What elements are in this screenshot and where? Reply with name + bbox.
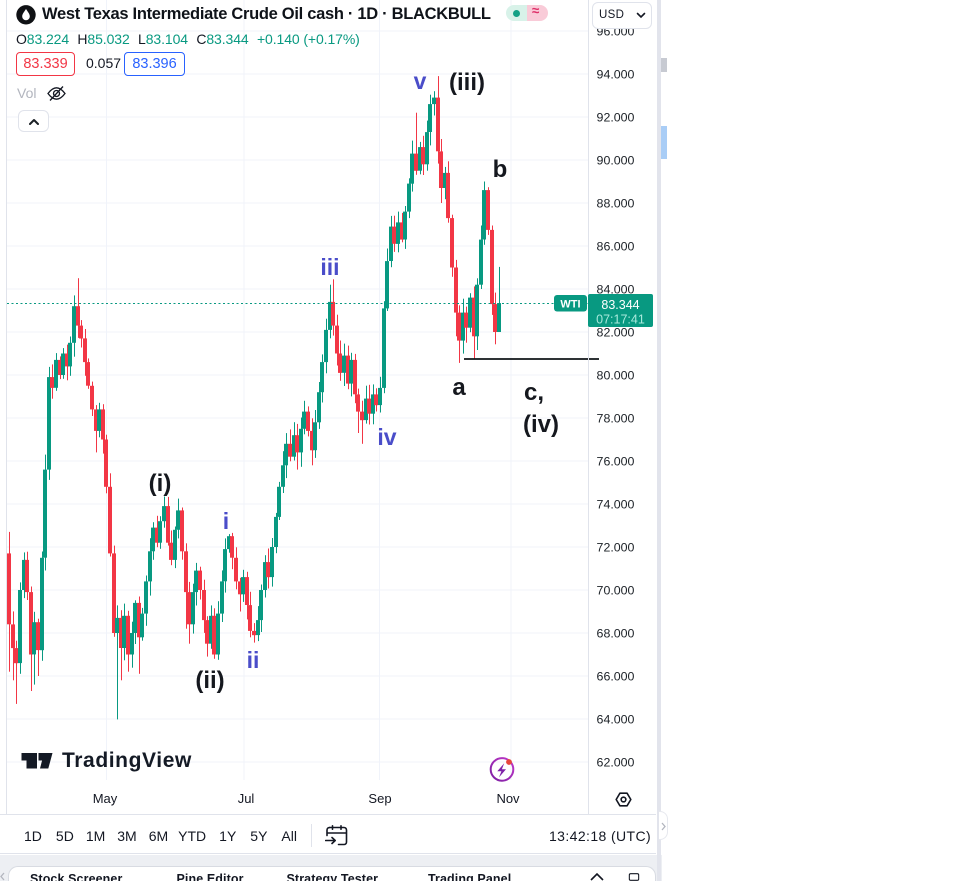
svg-text:c,: c, — [524, 379, 544, 406]
svg-text:92.000: 92.000 — [597, 111, 635, 125]
svg-text:83.344: 83.344 — [601, 298, 639, 312]
svg-text:90.000: 90.000 — [597, 154, 635, 168]
svg-text:07:17:41: 07:17:41 — [596, 313, 645, 327]
svg-text:94.000: 94.000 — [597, 68, 635, 82]
svg-text:86.000: 86.000 — [597, 240, 635, 254]
svg-text:68.000: 68.000 — [597, 627, 635, 641]
svg-text:62.000: 62.000 — [597, 756, 635, 770]
svg-text:i: i — [223, 508, 229, 534]
svg-text:72.000: 72.000 — [597, 541, 635, 555]
svg-text:iii: iii — [320, 254, 339, 280]
svg-text:80.000: 80.000 — [597, 369, 635, 383]
svg-text:76.000: 76.000 — [597, 455, 635, 469]
svg-text:(ii): (ii) — [195, 667, 224, 694]
svg-text:May: May — [93, 791, 118, 806]
svg-text:(i): (i) — [149, 470, 172, 497]
svg-text:Nov: Nov — [496, 791, 520, 806]
svg-text:78.000: 78.000 — [597, 412, 635, 426]
svg-text:88.000: 88.000 — [597, 197, 635, 211]
svg-text:74.000: 74.000 — [597, 498, 635, 512]
svg-text:64.000: 64.000 — [597, 713, 635, 727]
svg-text:84.000: 84.000 — [597, 283, 635, 297]
svg-text:70.000: 70.000 — [597, 584, 635, 598]
svg-text:(iv): (iv) — [523, 411, 559, 438]
svg-text:WTI: WTI — [560, 299, 580, 311]
svg-text:ii: ii — [247, 647, 260, 673]
svg-text:66.000: 66.000 — [597, 670, 635, 684]
svg-text:82.000: 82.000 — [597, 326, 635, 340]
svg-text:iv: iv — [377, 424, 396, 450]
svg-text:b: b — [493, 156, 508, 183]
svg-text:Jul: Jul — [238, 791, 255, 806]
svg-text:Sep: Sep — [368, 791, 391, 806]
svg-text:a: a — [452, 374, 466, 401]
svg-text:(iii): (iii) — [449, 69, 485, 96]
svg-text:v: v — [414, 68, 427, 94]
